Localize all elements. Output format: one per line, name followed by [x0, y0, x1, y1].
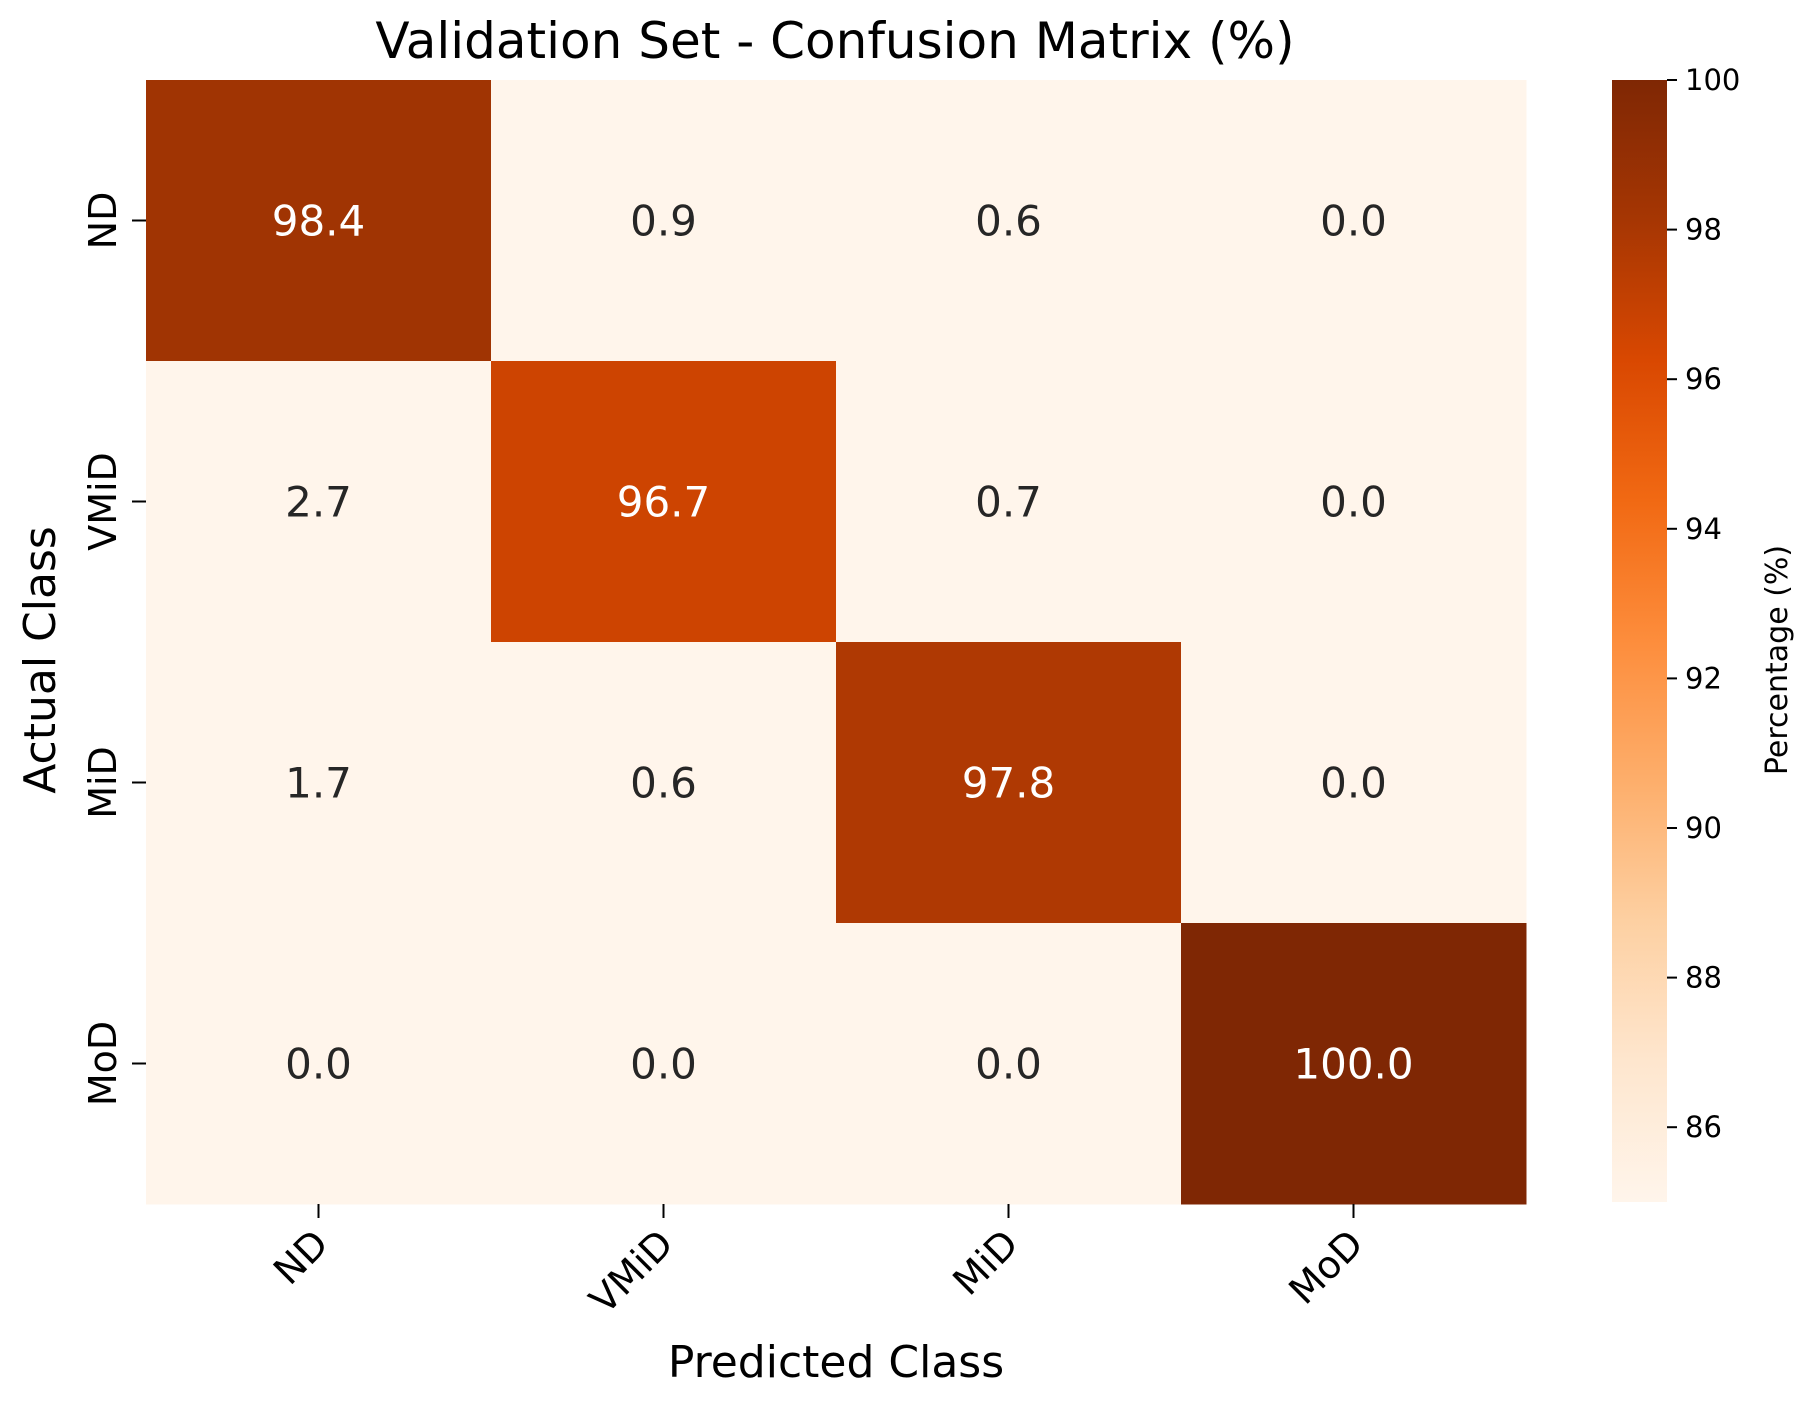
heatmap-cell-3-3	[1181, 923, 1527, 1205]
heatmap-cell-1-2	[836, 361, 1182, 643]
heatmap-cell-1-1	[491, 361, 837, 643]
cell-value-label-2-0: 1.7	[285, 759, 352, 808]
heatmap-cell-0-0	[146, 80, 492, 362]
colorbar-tick-label-5: 96	[1685, 362, 1722, 396]
colorbar-tick-label-7: 100	[1685, 63, 1740, 97]
heatmap-cell-0-3	[1181, 80, 1527, 362]
cell-value-label-3-2: 0.0	[975, 1040, 1042, 1089]
cell-value-label-2-2: 97.8	[962, 759, 1056, 808]
y-tick-label-2: MiD	[81, 746, 125, 819]
heatmap-cell-3-2	[836, 923, 1182, 1205]
cell-value-label-2-3: 0.0	[1320, 759, 1387, 808]
y-tick-label-3: MoD	[81, 1021, 125, 1106]
cell-value-label-3-1: 0.0	[630, 1040, 697, 1089]
x-axis: ND VMiD MiD MoD	[265, 1204, 1372, 1322]
cell-value-label-0-3: 0.0	[1320, 197, 1387, 246]
chart-title: Validation Set - Confusion Matrix (%)	[375, 12, 1294, 70]
colorbar-tick-label-4: 94	[1685, 512, 1722, 546]
heatmap-cell-labels: 98.4 0.9 0.6 0.0 2.7 96.7 0.7 0.0 1.7 0.6 97.8 0.0 0…	[272, 197, 1414, 1089]
y-axis: ND VMiD MiD MoD	[81, 192, 146, 1106]
cell-value-label-1-0: 2.7	[285, 478, 352, 527]
y-tick-label-0: ND	[81, 192, 125, 250]
colorbar-tick-label-2: 90	[1685, 811, 1722, 845]
cell-value-label-2-1: 0.6	[630, 759, 697, 808]
cell-value-label-1-3: 0.0	[1320, 478, 1387, 527]
cell-value-label-1-1: 96.7	[617, 478, 711, 527]
colorbar-label: Percentage (%)	[1760, 545, 1795, 775]
heatmap-cell-2-1	[491, 642, 837, 924]
cell-value-label-3-3: 100.0	[1293, 1040, 1413, 1089]
heatmap-cell-3-1	[491, 923, 837, 1205]
cell-value-label-0-2: 0.6	[975, 197, 1042, 246]
x-axis-label: Predicted Class	[668, 1337, 1004, 1388]
colorbar-tick-label-0: 86	[1685, 1110, 1722, 1144]
cell-value-label-3-0: 0.0	[285, 1040, 352, 1089]
colorbar	[1612, 80, 1667, 1202]
heatmap-cell-3-0	[146, 923, 492, 1205]
colorbar-tick-label-1: 88	[1685, 961, 1722, 995]
colorbar-tick-label-6: 98	[1685, 213, 1722, 247]
x-tick-label-1: VMiD	[581, 1221, 682, 1322]
cell-value-label-0-0: 98.4	[272, 197, 366, 246]
x-tick-label-2: MiD	[944, 1221, 1026, 1303]
x-tick-label-3: MoD	[1280, 1221, 1371, 1312]
heatmap-cell-1-0	[146, 361, 492, 643]
heatmap-cell-0-2	[836, 80, 1182, 362]
cell-value-label-0-1: 0.9	[630, 197, 697, 246]
heatmap-cell-2-0	[146, 642, 492, 924]
cell-value-label-1-2: 0.7	[975, 478, 1042, 527]
heatmap-cells	[146, 80, 1527, 1205]
heatmap-cell-2-2	[836, 642, 1182, 924]
heatmap-cell-1-3	[1181, 361, 1527, 643]
x-tick-label-0: ND	[265, 1221, 337, 1293]
colorbar-ticks: 86 88 90 92 94 96 98 100	[1667, 63, 1740, 1144]
y-tick-label-1: VMiD	[81, 452, 125, 551]
heatmap-cell-2-3	[1181, 642, 1527, 924]
y-axis-label: Actual Class	[15, 526, 66, 794]
colorbar-tick-label-3: 92	[1685, 661, 1722, 695]
heatmap-cell-0-1	[491, 80, 837, 362]
